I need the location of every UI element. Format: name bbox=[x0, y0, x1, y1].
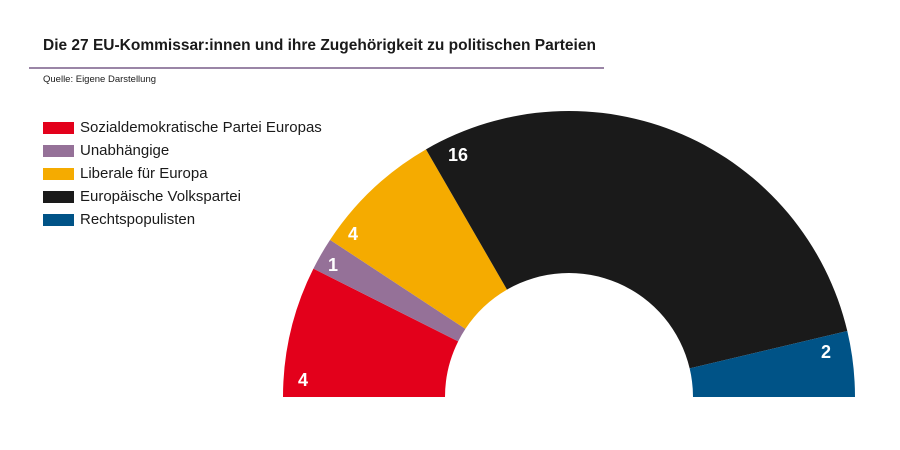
legend-swatch bbox=[43, 121, 74, 134]
legend-label: Europäische Volkspartei bbox=[80, 188, 241, 205]
legend-item: Unabhängige bbox=[43, 139, 322, 162]
legend-swatch bbox=[43, 167, 74, 180]
segment-3 bbox=[330, 149, 507, 329]
segment-value-label: 4 bbox=[348, 224, 358, 244]
legend: Sozialdemokratische Partei Europas Unabhä… bbox=[43, 116, 322, 231]
legend-item: Liberale für Europa bbox=[43, 162, 322, 185]
legend-label: Liberale für Europa bbox=[80, 165, 208, 182]
segment-2 bbox=[313, 239, 466, 342]
chart-title: Die 27 EU-Kommissar:innen und ihre Zugeh… bbox=[43, 37, 596, 54]
legend-swatch bbox=[43, 144, 74, 157]
segment-value-label: 4 bbox=[298, 370, 308, 390]
legend-item: Europäische Volkspartei bbox=[43, 185, 322, 208]
title-divider bbox=[29, 67, 604, 69]
segment-value-label: 2 bbox=[821, 342, 831, 362]
legend-item: Sozialdemokratische Partei Europas bbox=[43, 116, 322, 139]
legend-swatch bbox=[43, 190, 74, 203]
legend-label: Unabhängige bbox=[80, 142, 170, 159]
segment-4 bbox=[426, 110, 848, 369]
legend-item: Rechtspopulisten bbox=[43, 208, 322, 231]
source-note: Quelle: Eigene Darstellung bbox=[43, 74, 157, 85]
segment-value-label: 16 bbox=[448, 145, 468, 165]
segment-5 bbox=[689, 331, 855, 397]
segment-value-label: 1 bbox=[328, 255, 338, 275]
legend-label: Sozialdemokratische Partei Europas bbox=[80, 119, 322, 136]
legend-swatch bbox=[43, 213, 74, 226]
legend-label: Rechtspopulisten bbox=[80, 211, 196, 228]
segment-1 bbox=[283, 268, 459, 397]
